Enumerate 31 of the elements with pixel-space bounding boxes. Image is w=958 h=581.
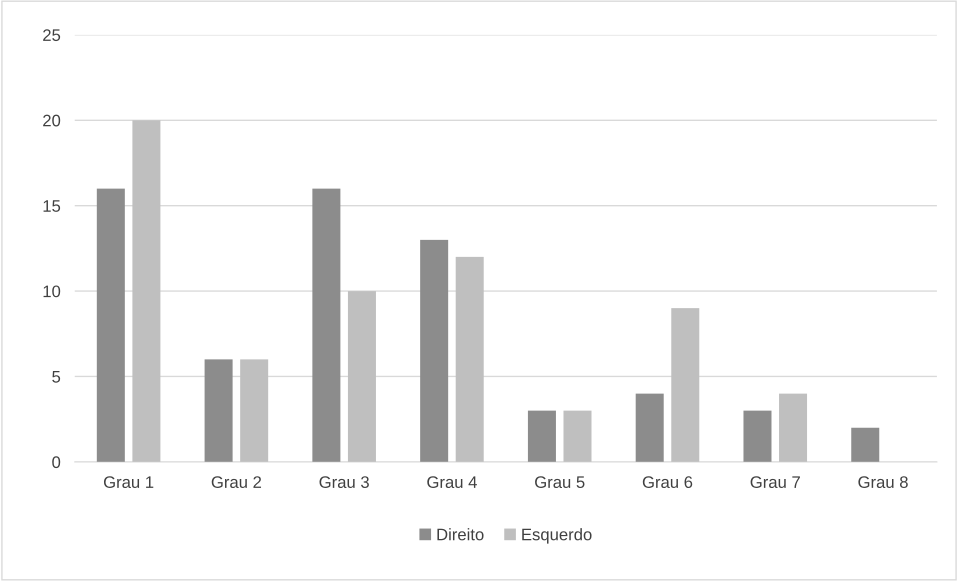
bar [312,188,340,462]
bar [671,308,700,462]
bar [456,256,484,462]
bar [563,410,592,462]
x-tick-label: Grau 4 [427,476,477,488]
bar [96,188,125,462]
y-tick-label: 5 [52,371,60,383]
bar [779,394,808,462]
x-tick-label: Grau 2 [212,476,262,488]
bar [528,410,556,462]
bar [348,291,376,462]
bar [240,359,268,462]
bar [204,359,233,462]
bar [420,240,448,462]
x-tick-label: Grau 8 [858,476,908,488]
y-tick-label: 10 [44,285,60,298]
y-tick-label: 20 [43,114,60,126]
x-tick-label: Grau 5 [535,476,584,488]
bar [851,428,880,462]
bar [743,410,772,462]
x-tick-label: Grau 3 [320,476,369,488]
x-tick-label: Grau 6 [642,476,692,488]
y-tick-label: 25 [43,29,60,42]
x-tick-label: Grau 7 [750,476,800,488]
y-tick-label: 15 [44,200,60,212]
bar [132,120,160,462]
y-tick-label: 0 [52,456,60,468]
legend-label: Direito [437,528,484,540]
x-tick-label: Grau 1 [104,476,154,488]
legend-label: Esquerdo [522,528,592,544]
bar [636,394,664,462]
